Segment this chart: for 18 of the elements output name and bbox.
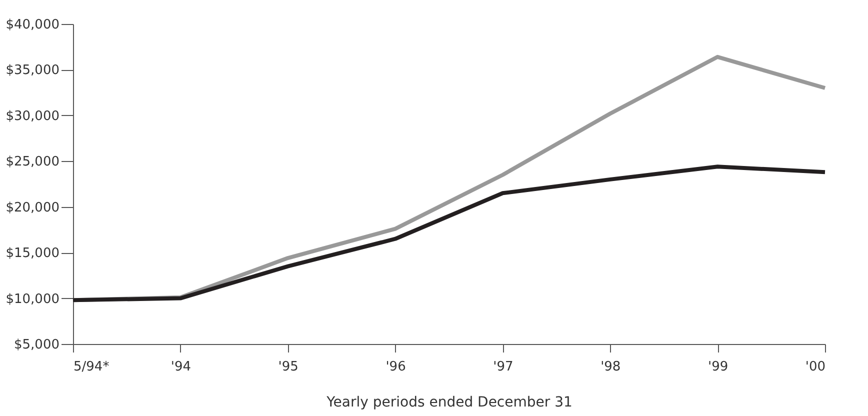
x-tick-label: 5/94* [74,360,110,374]
x-tick-label: '00 [805,360,826,374]
y-tick-label: $10,000 [6,292,60,307]
y-tick-label: $20,000 [6,200,60,216]
x-tick-label: '98 [600,360,621,374]
y-tick-label: $30,000 [6,108,60,124]
y-tick-label: $25,000 [6,154,60,170]
y-tick-label: $35,000 [6,63,60,78]
line-series [71,164,827,302]
x-tick-label: '94 [170,360,191,374]
y-tick-label: $40,000 [6,18,60,32]
x-axis-title: Yearly periods ended December 31 [326,394,572,410]
x-tick-label: '99 [708,360,728,374]
y-tick-label: $5,000 [14,338,60,352]
y-tick-label: $15,000 [6,246,60,262]
x-tick-label: '95 [278,360,298,374]
x-tick-label: '96 [386,360,406,374]
x-tick-label: '97 [493,360,514,374]
